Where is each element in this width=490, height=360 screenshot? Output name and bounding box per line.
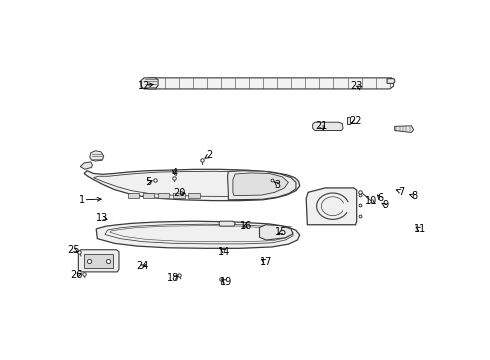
Text: 26: 26 [70,270,83,280]
Text: 24: 24 [136,261,148,271]
Polygon shape [173,193,185,198]
Text: 17: 17 [260,257,272,267]
Polygon shape [128,193,139,198]
Text: 21: 21 [315,121,328,131]
Text: 18: 18 [167,273,179,283]
Polygon shape [143,193,154,198]
Text: 3: 3 [274,180,281,190]
Text: 7: 7 [398,186,404,197]
Polygon shape [387,79,394,84]
Text: 1: 1 [79,195,85,205]
Text: 5: 5 [145,177,151,187]
Text: 6: 6 [377,193,383,203]
Text: 22: 22 [349,116,362,126]
Polygon shape [227,171,296,200]
Polygon shape [141,78,158,89]
Text: 4: 4 [172,168,177,179]
Polygon shape [189,193,200,198]
Text: 20: 20 [173,188,185,198]
Polygon shape [306,188,357,225]
Polygon shape [96,221,300,248]
Polygon shape [144,78,393,89]
Polygon shape [233,173,288,195]
Text: 25: 25 [67,245,80,255]
Text: 14: 14 [219,247,231,257]
Text: 13: 13 [96,213,108,223]
Text: 23: 23 [350,81,363,91]
Text: 15: 15 [275,227,288,237]
Text: 10: 10 [366,196,378,206]
Polygon shape [219,221,235,226]
Text: 2: 2 [206,150,213,161]
Polygon shape [158,193,170,198]
Polygon shape [394,126,414,132]
Text: 12: 12 [138,81,150,91]
Text: 8: 8 [412,191,417,201]
Text: 16: 16 [241,221,253,231]
Polygon shape [260,225,293,240]
Polygon shape [313,122,343,131]
Polygon shape [80,162,93,169]
Polygon shape [90,151,104,161]
Text: 9: 9 [382,201,388,210]
Polygon shape [84,169,300,201]
Text: 11: 11 [415,225,427,234]
Polygon shape [347,117,350,124]
Polygon shape [84,254,113,268]
Polygon shape [78,250,119,272]
Text: 19: 19 [220,277,233,287]
